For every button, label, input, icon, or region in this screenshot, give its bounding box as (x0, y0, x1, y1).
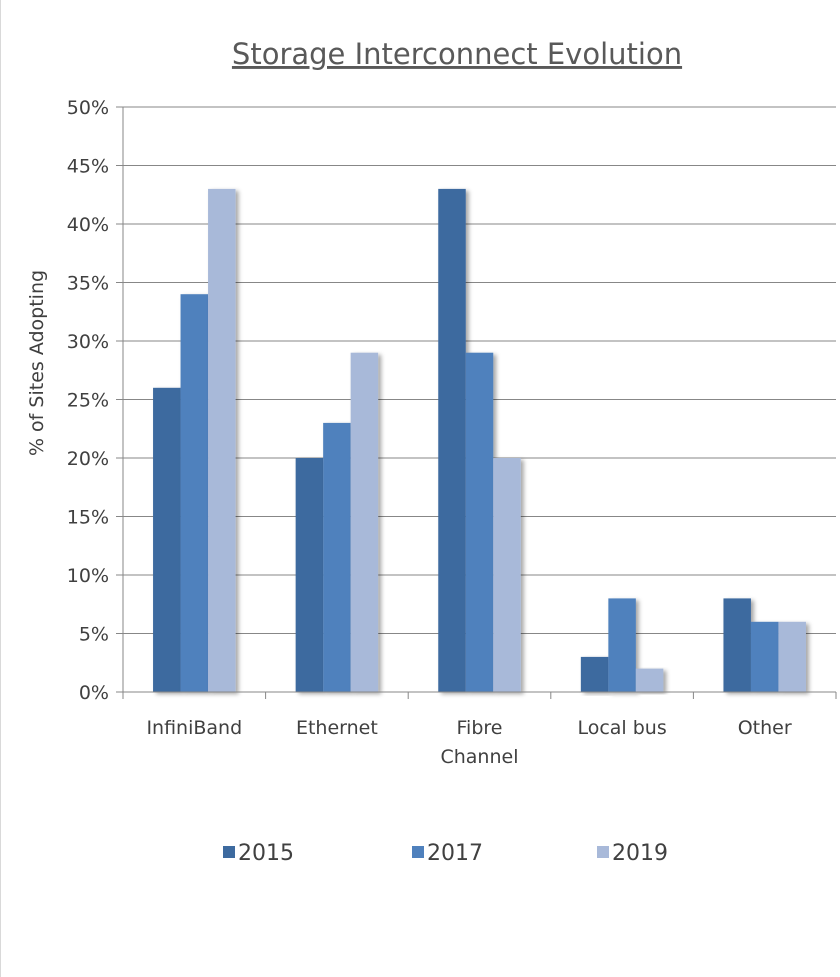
y-tick-label: 35% (67, 273, 109, 295)
bar-2017-other (750, 621, 779, 692)
y-tick-label: 15% (67, 507, 109, 529)
x-tick-label: Channel (440, 746, 518, 768)
bar-2015-local-bus (580, 656, 609, 692)
x-tick-label: Other (738, 717, 792, 739)
legend-swatch-2015 (223, 846, 235, 858)
y-axis-title: % of Sites Adopting (26, 270, 48, 456)
bar-2015-infiniband (153, 387, 181, 692)
axes (116, 106, 837, 699)
x-tick-label: Ethernet (296, 717, 378, 739)
chart-title: Storage Interconnect Evolution (232, 37, 682, 71)
legend-label-2017: 2017 (427, 841, 483, 866)
tick-labels: 0% 5% 10% 15% 20% 25% 30% 35% 40% 45% 50% InfiniBan… (67, 97, 792, 768)
y-tick-label: 0% (79, 682, 109, 704)
x-tick-label: Local bus (577, 717, 666, 739)
bar-2015-other (723, 598, 751, 692)
bar-2015-fibre-channel (438, 188, 466, 692)
y-tick-label: 45% (67, 156, 109, 178)
bars (153, 188, 806, 692)
bar-2019-ethernet (350, 352, 379, 692)
bar-2015-ethernet (295, 458, 324, 692)
bar-2017-local-bus (608, 598, 636, 692)
y-tick-label: 20% (67, 448, 109, 470)
y-tick-label: 10% (67, 565, 109, 587)
bar-2017-infiniband (180, 294, 209, 692)
bar-2019-infiniband (208, 188, 236, 692)
y-tick-label: 25% (67, 390, 109, 412)
bar-2017-fibre-channel (465, 352, 494, 692)
legend: 2015 2017 2019 (223, 841, 668, 866)
y-tick-label: 50% (67, 97, 109, 119)
bar-2019-fibre-channel (493, 458, 521, 692)
y-tick-label: 5% (79, 624, 109, 646)
x-tick-label: Fibre (457, 717, 503, 739)
legend-label-2019: 2019 (612, 841, 668, 866)
legend-swatch-2017 (412, 846, 424, 858)
bar-2017-ethernet (323, 422, 351, 692)
y-tick-label: 40% (67, 214, 109, 236)
y-tick-label: 30% (67, 331, 109, 353)
legend-swatch-2019 (597, 846, 609, 858)
bar-2019-local-bus (635, 668, 664, 692)
x-tick-label: InfiniBand (146, 717, 242, 739)
bar-2019-other (778, 621, 806, 692)
legend-label-2015: 2015 (238, 841, 294, 866)
